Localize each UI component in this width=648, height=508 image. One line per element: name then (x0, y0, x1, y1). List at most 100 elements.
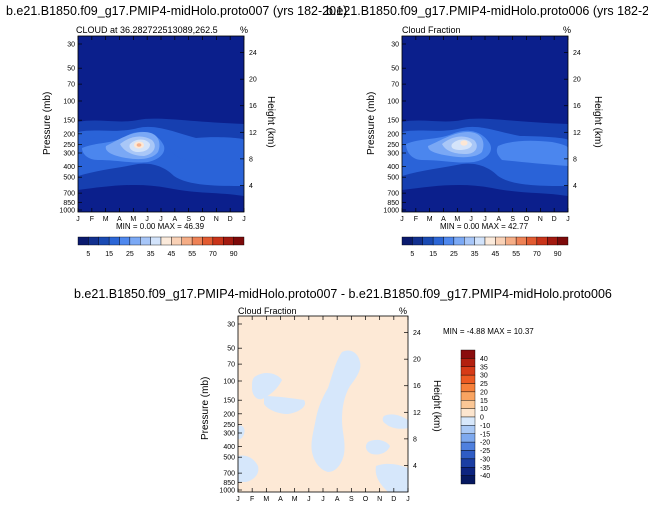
colorbar-label: 0 (480, 415, 484, 422)
x-tick-label: A (441, 216, 446, 223)
x-tick-label: J (236, 496, 240, 503)
y-tick-label: 300 (387, 151, 399, 158)
y-tick-label: 30 (67, 42, 75, 49)
colorbar-swatch (547, 236, 558, 246)
colorbar-swatch (505, 236, 517, 246)
colorbar-swatch (432, 236, 444, 246)
chart2-subtitle: Cloud Fraction (402, 25, 461, 35)
colorbar-swatch (202, 236, 214, 246)
y-tick-right-label: 24 (413, 330, 421, 337)
colorbar-swatch (464, 236, 475, 246)
colorbar-label: 25 (480, 381, 488, 388)
x-tick-label: J (483, 216, 487, 223)
y-tick-label: 300 (63, 151, 75, 158)
chart3-stats: MIN = -4.88 MAX = 10.37 (443, 327, 534, 336)
chart2-y-ticks-right: 24 20 16 12 8 4 (564, 50, 581, 190)
x-tick-label: A (117, 216, 122, 223)
colorbar-label: -40 (480, 473, 490, 480)
y-tick-label: 200 (63, 131, 75, 138)
x-tick-label: D (552, 216, 557, 223)
chart1-units: % (240, 25, 249, 35)
colorbar-label: 55 (512, 251, 520, 258)
colorbar-label: 15 (105, 251, 113, 258)
x-tick-label: D (391, 496, 396, 503)
y-tick-right-label: 12 (413, 410, 421, 417)
chart1-subtitle: CLOUD at 36.2827225130​89,262.5 (76, 25, 218, 35)
y-tick-label: 50 (391, 66, 399, 73)
x-tick-label: J (242, 216, 246, 223)
colorbar-label: 30 (480, 373, 488, 380)
y-tick-label: 70 (391, 82, 399, 89)
chart3-ylabel: Pressure (mb) (200, 376, 211, 440)
x-tick-label: F (414, 216, 418, 223)
x-tick-label: M (263, 496, 269, 503)
colorbar-label: 40 (480, 356, 488, 363)
y-tick-right-label: 16 (413, 383, 421, 390)
y-tick-label: 200 (223, 411, 235, 418)
chart2-title: b.e21.B1850.f09_g17.PMIP4-midHolo.proto0… (326, 4, 648, 18)
y-tick-label: 50 (227, 346, 235, 353)
y-tick-right-label: 16 (249, 103, 257, 110)
colorbar-label: 35 (480, 364, 488, 371)
y-tick-label: 700 (387, 191, 399, 198)
y-tick-label: 850 (387, 200, 399, 207)
y-tick-label: 150 (63, 118, 75, 125)
colorbar-swatch (536, 236, 548, 246)
y-tick-label: 700 (63, 191, 75, 198)
x-tick-label: M (130, 216, 136, 223)
colorbar-swatch (495, 236, 506, 246)
x-tick-label: D (228, 216, 233, 223)
x-tick-label: S (510, 216, 515, 223)
chart1-y-ticks-right: 24 20 16 12 8 4 (240, 50, 257, 190)
chart1-colorbar: 5 15 25 35 45 55 70 90 (77, 236, 245, 258)
colorbar-swatch (160, 236, 172, 246)
colorbar-label: 5 (410, 251, 414, 258)
colorbar-label: -35 (480, 465, 490, 472)
chart3-title: b.e21.B1850.f09_g17.PMIP4-midHolo.proto0… (74, 287, 612, 301)
colorbar-label: 70 (209, 251, 217, 258)
x-tick-label: A (172, 216, 177, 223)
chart2-ylabel-right: Height (km) (592, 96, 603, 148)
colorbar-swatch (108, 236, 120, 246)
x-tick-label: J (469, 216, 473, 223)
x-tick-label: J (566, 216, 570, 223)
y-tick-right-label: 8 (249, 156, 253, 163)
chart2-units: % (563, 25, 572, 35)
x-tick-label: J (400, 216, 404, 223)
colorbar-swatch (233, 236, 245, 246)
x-tick-label: M (292, 496, 298, 503)
y-tick-right-label: 12 (573, 130, 581, 137)
y-tick-label: 50 (67, 66, 75, 73)
y-tick-label: 70 (227, 362, 235, 369)
chart3-subtitle: Cloud Fraction (238, 306, 297, 316)
y-tick-label: 500 (63, 175, 75, 182)
chart2-stats: MIN = 0.00 MAX = 42.77 (440, 222, 529, 231)
y-tick-right-label: 20 (573, 77, 581, 84)
colorbar-swatch (171, 236, 182, 246)
colorbar-label: 25 (450, 251, 458, 258)
y-tick-right-label: 20 (249, 77, 257, 84)
y-tick-right-label: 4 (573, 183, 577, 190)
x-tick-label: M (454, 216, 460, 223)
y-tick-label: 70 (67, 82, 75, 89)
colorbar-swatch (460, 450, 476, 460)
x-tick-label: S (349, 496, 354, 503)
colorbar-swatch (191, 236, 203, 246)
colorbar-label: -10 (480, 423, 490, 430)
colorbar-swatch (484, 236, 496, 246)
colorbar-label: 20 (480, 389, 488, 396)
x-tick-label: J (406, 496, 410, 503)
y-tick-right-label: 4 (413, 463, 417, 470)
colorbar-label: 15 (429, 251, 437, 258)
colorbar-label: -20 (480, 440, 490, 447)
y-tick-right-label: 16 (573, 103, 581, 110)
chart2-contours (402, 118, 568, 212)
y-tick-label: 30 (391, 42, 399, 49)
chart3-plot: J F M A M J J A S O N D J 30 50 70 100 150 200 250 300 400 50… (219, 315, 421, 503)
chart3-ylabel-right: Height (km) (431, 380, 442, 432)
chart1-ylabel: Pressure (mb) (42, 91, 53, 155)
colorbar-label: -30 (480, 456, 490, 463)
